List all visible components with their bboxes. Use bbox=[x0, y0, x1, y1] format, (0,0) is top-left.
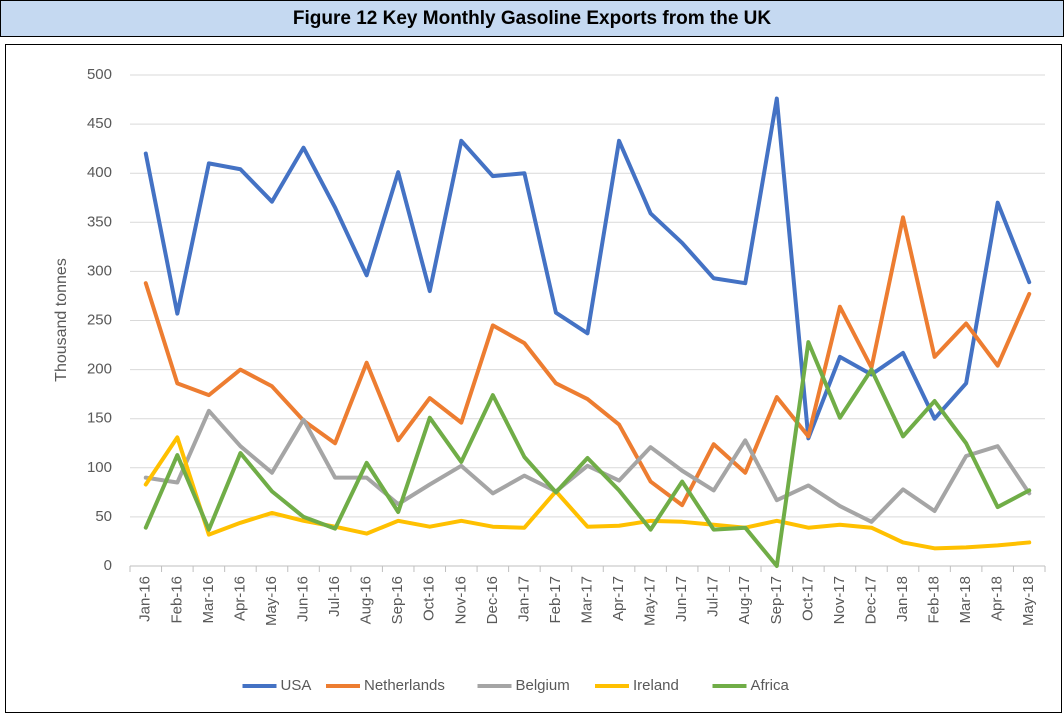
x-tick-label: May-17 bbox=[642, 576, 659, 626]
x-tick-label: Mar-18 bbox=[957, 576, 974, 624]
y-tick-label: 350 bbox=[87, 213, 112, 230]
x-tick-label: Jun-17 bbox=[673, 576, 690, 622]
x-tick-label: Oct-17 bbox=[799, 576, 816, 621]
x-tick-label: Nov-17 bbox=[831, 576, 848, 624]
x-tick-label: Jul-16 bbox=[326, 576, 343, 617]
legend-label: Ireland bbox=[633, 677, 679, 694]
x-tick-label: May-18 bbox=[1020, 576, 1037, 626]
series-line bbox=[143, 435, 1032, 551]
x-tick-label: Apr-18 bbox=[989, 576, 1006, 621]
x-tick-label: Sep-17 bbox=[768, 576, 785, 624]
y-tick-label: 200 bbox=[87, 361, 112, 378]
series-line bbox=[143, 408, 1032, 524]
x-tick-label: Mar-17 bbox=[578, 576, 595, 624]
x-tick-label: Aug-16 bbox=[358, 576, 375, 624]
series-line bbox=[143, 215, 1032, 508]
y-tick-label: 450 bbox=[87, 115, 112, 132]
y-tick-label: 300 bbox=[87, 262, 112, 279]
x-tick-label: Jan-16 bbox=[137, 576, 154, 622]
title-bar bbox=[0, 0, 1064, 37]
x-tick-label: May-16 bbox=[263, 576, 280, 626]
x-tick-label: Feb-17 bbox=[547, 576, 564, 624]
y-tick-label: 500 bbox=[87, 66, 112, 83]
x-tick-label: Jun-16 bbox=[295, 576, 312, 622]
legend-label: Africa bbox=[751, 677, 790, 694]
series-line bbox=[143, 96, 1032, 441]
x-tick-label: Oct-16 bbox=[421, 576, 438, 621]
y-axis-label: Thousand tonnes bbox=[53, 258, 70, 382]
x-tick-label: Apr-16 bbox=[231, 576, 248, 621]
chart-title: Figure 12 Key Monthly Gasoline Exports f… bbox=[293, 8, 772, 29]
x-tick-label: Jul-17 bbox=[705, 576, 722, 617]
x-tick-label: Feb-18 bbox=[926, 576, 943, 624]
legend-label: USA bbox=[281, 677, 312, 694]
x-tick-label: Nov-16 bbox=[452, 576, 469, 624]
x-tick-label: Mar-16 bbox=[200, 576, 217, 624]
y-tick-label: 150 bbox=[87, 410, 112, 427]
x-tick-label: Aug-17 bbox=[736, 576, 753, 624]
x-tick-label: Dec-16 bbox=[484, 576, 501, 624]
x-tick-label: Feb-16 bbox=[168, 576, 185, 624]
y-tick-label: 100 bbox=[87, 459, 112, 476]
chart-frame bbox=[5, 44, 1062, 713]
x-tick-label: Jan-17 bbox=[515, 576, 532, 622]
y-tick-label: 250 bbox=[87, 311, 112, 328]
x-tick-label: Sep-16 bbox=[389, 576, 406, 624]
y-tick-label: 400 bbox=[87, 164, 112, 181]
y-tick-label: 0 bbox=[104, 557, 112, 574]
legend-label: Netherlands bbox=[364, 677, 445, 694]
series-line bbox=[143, 340, 1032, 568]
y-tick-label: 50 bbox=[95, 508, 112, 525]
x-tick-label: Jan-18 bbox=[894, 576, 911, 622]
x-tick-label: Apr-17 bbox=[610, 576, 627, 621]
x-tick-label: Dec-17 bbox=[862, 576, 879, 624]
legend-label: Belgium bbox=[516, 677, 570, 694]
